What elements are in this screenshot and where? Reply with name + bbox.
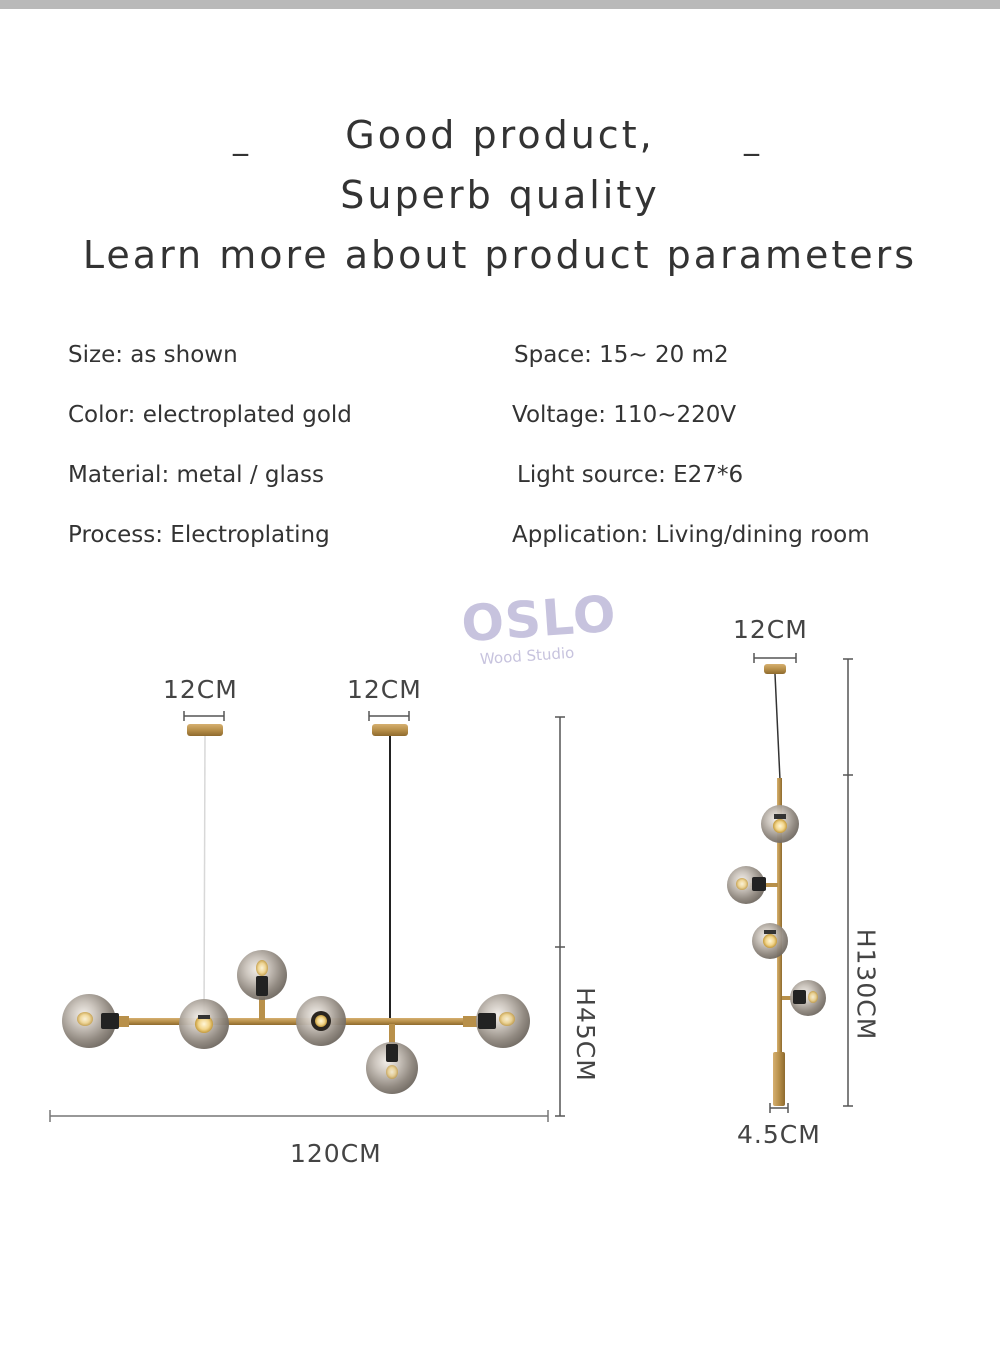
canopy-left-dimension-marker [183, 711, 225, 721]
label-canopy-right: 12CM [347, 675, 422, 704]
globe-3 [237, 950, 287, 1000]
vertical-rod-end [773, 1052, 785, 1106]
vertical-rod [777, 778, 782, 1062]
globe-4 [296, 996, 346, 1046]
globe-1 [62, 994, 119, 1048]
globe-6 [476, 994, 530, 1048]
top-border-bar [0, 0, 1000, 9]
horizontal-arm [108, 1018, 478, 1025]
spec-space: Space: 15~ 20 m2 [514, 342, 729, 368]
canopy-right [372, 724, 408, 736]
globe-2 [179, 999, 229, 1049]
stem-bottom [389, 1024, 395, 1046]
vertical-globe-2 [727, 866, 766, 904]
spec-voltage: Voltage: 110~220V [512, 402, 737, 428]
cable-left [203, 735, 206, 1023]
vertical-globe-1 [761, 805, 799, 843]
label-height-vertical: H130CM [851, 928, 881, 1041]
height-dimension-line [555, 716, 565, 1117]
heading-dash-right: _ [744, 122, 761, 157]
canopy-left [187, 724, 223, 736]
canopy-vertical-dimension-marker [753, 653, 797, 663]
spec-material: Material: metal / glass [68, 462, 324, 488]
spec-size: Size: as shown [68, 342, 238, 368]
vertical-height-dimension-line [843, 658, 853, 1107]
horizontal-lamp [49, 711, 565, 1122]
arm-end-left [115, 1016, 129, 1027]
width-dimension-line [49, 1110, 549, 1122]
cable-vertical [774, 673, 781, 781]
label-base-vertical: 4.5CM [737, 1120, 821, 1149]
spec-application: Application: Living/dining room [512, 522, 870, 548]
vertical-globe-3 [752, 923, 788, 959]
vertical-lamp [727, 653, 853, 1113]
canopy-vertical [764, 664, 786, 674]
vertical-globe-4 [790, 980, 826, 1016]
globe-5 [366, 1042, 418, 1094]
label-canopy-vertical: 12CM [733, 615, 808, 644]
heading-line-2: Superb quality [340, 173, 660, 217]
canopy-right-dimension-marker [368, 711, 410, 721]
base-dimension-marker [769, 1103, 789, 1113]
label-height-horizontal: H45CM [570, 987, 600, 1082]
heading-line-1: Good product, [345, 113, 655, 157]
label-width-horizontal: 120CM [290, 1139, 382, 1168]
arm-end-right [463, 1016, 477, 1027]
spec-light-source: Light source: E27*6 [517, 462, 744, 488]
heading-dash-left: _ [233, 122, 250, 157]
label-canopy-left: 12CM [163, 675, 238, 704]
spec-color: Color: electroplated gold [68, 402, 352, 428]
spec-process: Process: Electroplating [68, 522, 330, 548]
heading-line-3: Learn more about product parameters [82, 233, 918, 277]
stem-top [259, 996, 265, 1020]
